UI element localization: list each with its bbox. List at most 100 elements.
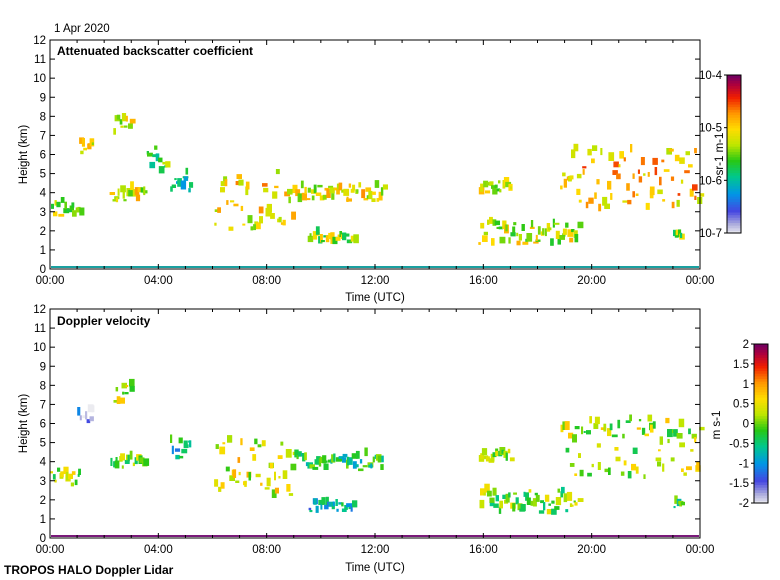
signal-cell xyxy=(140,187,145,193)
y-tick-label: 0 xyxy=(40,533,46,545)
colorbar-segment xyxy=(727,227,741,231)
signal-cell xyxy=(123,199,127,202)
signal-cell xyxy=(309,510,313,513)
signal-cell xyxy=(517,503,523,511)
colorbar-segment xyxy=(754,397,768,401)
colorbar-segment xyxy=(727,182,741,187)
colorbar-segment xyxy=(754,473,768,478)
signal-cell xyxy=(510,232,516,237)
colorbar-segment xyxy=(754,359,768,364)
signal-cell xyxy=(689,188,694,197)
signal-cell xyxy=(112,199,117,202)
colorbar-segment xyxy=(754,357,768,361)
signal-cell xyxy=(315,226,320,235)
signal-cell xyxy=(53,211,58,217)
colorbar-segment xyxy=(754,410,768,414)
colorbar-segment xyxy=(727,211,741,216)
signal-cell xyxy=(304,186,307,194)
signal-cell xyxy=(174,178,177,181)
signal-cell xyxy=(329,187,335,194)
y-tick-label: 6 xyxy=(40,419,46,431)
signal-cell xyxy=(371,198,376,202)
signal-cell xyxy=(120,185,126,193)
signal-cell xyxy=(115,197,119,203)
signal-cell xyxy=(571,229,575,233)
signal-cell xyxy=(223,176,228,182)
signal-cell xyxy=(278,476,281,479)
signal-cell xyxy=(562,421,566,430)
colorbar-segment xyxy=(727,103,741,108)
signal-cell xyxy=(680,232,683,238)
colorbar-segment xyxy=(727,159,741,163)
signal-cell xyxy=(54,200,57,206)
signal-cell xyxy=(578,199,582,203)
signal-cell xyxy=(301,192,307,201)
signal-cell xyxy=(534,492,538,496)
signal-cell xyxy=(186,444,189,448)
signal-cell xyxy=(515,497,519,505)
colorbar-segment xyxy=(754,418,768,422)
signal-cell xyxy=(260,482,263,486)
signal-cell xyxy=(671,201,675,209)
colorbar-segment xyxy=(727,77,741,81)
colorbar-segment xyxy=(754,415,768,419)
signal-cell xyxy=(324,504,329,510)
signal-cell xyxy=(139,457,145,463)
signal-cell xyxy=(563,493,568,503)
signal-cell xyxy=(571,149,576,159)
colorbar-segment xyxy=(727,185,741,189)
colorbar-segment xyxy=(727,164,741,168)
colorbar-segment xyxy=(727,132,741,137)
signal-cell xyxy=(486,490,492,497)
signal-cell xyxy=(481,448,488,456)
signal-cell xyxy=(668,148,674,152)
colorbar-tick-label: -2 xyxy=(739,498,749,510)
signal-cell xyxy=(362,465,368,468)
signal-cell xyxy=(89,416,94,422)
signal-cell xyxy=(603,423,607,432)
data-feature xyxy=(560,414,705,479)
signal-cell xyxy=(110,457,113,466)
signal-cell xyxy=(266,203,272,213)
signal-cell xyxy=(499,189,502,193)
signal-cell xyxy=(363,198,369,201)
signal-cell xyxy=(377,455,382,463)
signal-cell xyxy=(274,471,276,481)
signal-cell xyxy=(115,387,119,392)
signal-cell xyxy=(657,461,662,467)
signal-cell xyxy=(342,457,347,463)
signal-cell xyxy=(71,202,75,208)
y-tick-label: 8 xyxy=(40,111,46,123)
signal-cell xyxy=(60,197,65,203)
signal-cell xyxy=(544,228,547,237)
colorbar-segment xyxy=(754,481,768,486)
signal-cell xyxy=(85,411,88,420)
signal-cell xyxy=(79,137,85,144)
signal-cell xyxy=(119,119,123,125)
signal-cell xyxy=(253,224,256,231)
signal-cell xyxy=(638,176,643,183)
signal-cell xyxy=(494,220,500,226)
colorbar-segment xyxy=(727,154,741,158)
signal-cell xyxy=(342,232,347,241)
signal-cell xyxy=(560,491,563,498)
signal-cell xyxy=(312,466,319,470)
signal-cell xyxy=(121,465,124,469)
data-feature xyxy=(109,181,148,203)
colorbar-segment xyxy=(754,463,768,467)
signal-cell xyxy=(123,125,128,128)
signal-cell xyxy=(317,184,323,188)
signal-cell xyxy=(657,189,663,195)
signal-cell xyxy=(240,438,243,446)
signal-cell xyxy=(325,496,329,506)
signal-cell xyxy=(503,450,508,458)
velocity-colorbar: -2 -1.5 -1 -0.5 0 0.5 1 1.5 2 xyxy=(729,339,769,510)
signal-cell xyxy=(288,493,294,496)
signal-cell xyxy=(694,195,697,200)
signal-cell xyxy=(576,173,582,179)
signal-cell xyxy=(315,192,322,196)
signal-cell xyxy=(566,491,573,501)
colorbar-tick-label: -0.5 xyxy=(729,438,749,450)
